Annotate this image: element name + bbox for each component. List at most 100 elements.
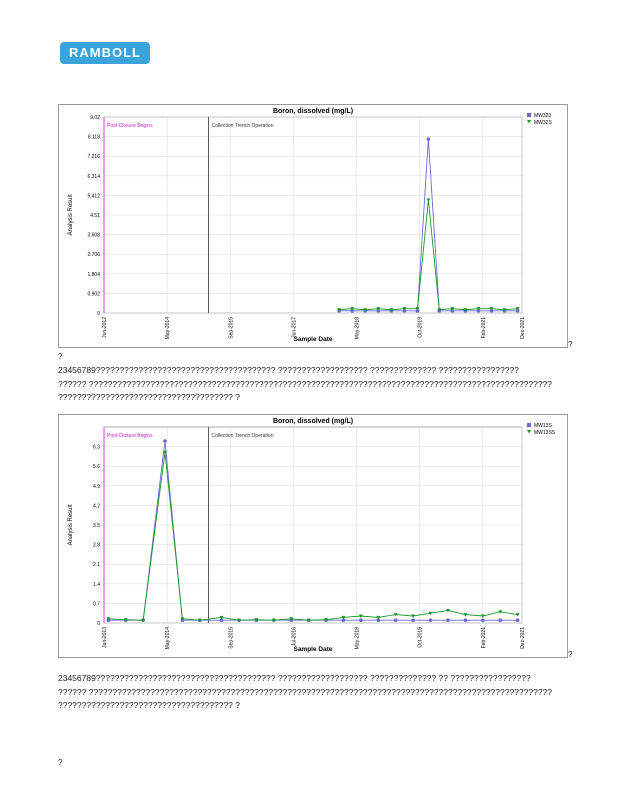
- data-point: [445, 608, 450, 613]
- data-point: [393, 613, 398, 617]
- data-point: [415, 309, 420, 313]
- data-point: [341, 618, 346, 622]
- y-axis-label: Analysis Result: [68, 194, 74, 235]
- y-tick-label: 9.02: [90, 115, 100, 121]
- data-point: [463, 613, 468, 617]
- mark: ?: [568, 340, 573, 349]
- x-tick-label: Dec-2021: [520, 317, 526, 339]
- x-tick-label: Feb-2021: [481, 627, 487, 649]
- y-tick-label: 3.5: [93, 523, 100, 529]
- y-tick-label: 0.902: [87, 291, 100, 297]
- x-tick-label: Feb-2021: [481, 317, 487, 339]
- y-tick-label: 2.706: [87, 252, 100, 258]
- mark: ?: [58, 758, 63, 767]
- x-tick-label: Jun-2012: [102, 317, 108, 338]
- data-point: [411, 618, 415, 622]
- chart-title: Boron, dissolved (mg/L): [273, 418, 353, 425]
- text-line: 23456789????????????????????????????????…: [58, 673, 531, 683]
- data-point: [219, 615, 224, 620]
- y-tick-label: 2.8: [93, 543, 100, 549]
- chart-frame: Boron, dissolved (mg/L) Analysis Result Sa…: [58, 104, 568, 348]
- text-line: ????????????????????????????????????? ?: [58, 700, 240, 710]
- chart-title: Boron, dissolved (mg/L): [273, 108, 353, 115]
- y-tick-label: 5.412: [87, 193, 100, 199]
- data-point: [489, 309, 494, 313]
- paragraph: 23456789????????????????????????????????…: [58, 672, 573, 713]
- data-point: [141, 618, 146, 623]
- y-tick-label: 5.6: [93, 464, 100, 470]
- data-point: [254, 618, 259, 622]
- y-tick-label: 4.51: [90, 213, 100, 219]
- data-point: [376, 307, 381, 311]
- data-point: [306, 618, 311, 623]
- data-point: [163, 439, 167, 443]
- legend-swatch: [527, 120, 531, 124]
- chart: Boron, dissolved (mg/L) Analysis Result Sa…: [68, 418, 556, 653]
- y-tick-label: 6.314: [87, 174, 100, 180]
- data-point: [498, 618, 503, 622]
- y-tick-label: 7.216: [87, 154, 100, 160]
- data-point: [426, 137, 431, 141]
- data-point: [515, 613, 520, 617]
- x-tick-label: May-2018: [355, 627, 361, 649]
- data-point: [123, 618, 128, 622]
- legend-label: MW320: [534, 113, 551, 119]
- data-point: [489, 307, 494, 311]
- y-tick-label: 8.118: [88, 135, 100, 141]
- y-tick-label: 1.804: [87, 272, 100, 278]
- mark: ?: [568, 650, 573, 659]
- mark: ?: [58, 352, 63, 361]
- legend-label: MW13SS: [534, 430, 556, 436]
- data-point: [106, 617, 111, 621]
- chart-frame: Boron, dissolved (mg/L) Analysis Result Sa…: [58, 414, 568, 658]
- paragraph: 23456789????????????????????????????????…: [58, 364, 573, 405]
- data-point: [376, 618, 381, 622]
- logo: RAMBOLL: [60, 42, 150, 64]
- data-point: [476, 309, 481, 313]
- y-tick-label: 0.7: [93, 601, 100, 607]
- event-label: Collection Trench Operation: [212, 433, 274, 439]
- y-tick-label: 4.2: [93, 503, 100, 509]
- data-point: [450, 307, 455, 311]
- data-point: [162, 450, 167, 455]
- data-point: [359, 618, 363, 622]
- legend-label: MW13S: [534, 423, 552, 429]
- data-point: [376, 615, 381, 620]
- data-point: [476, 307, 481, 311]
- data-point: [502, 308, 507, 312]
- data-point: [515, 309, 520, 313]
- chart: Boron, dissolved (mg/L) Analysis Result Sa…: [68, 108, 552, 343]
- x-tick-label: Jun-2017: [291, 317, 297, 338]
- legend-swatch: [527, 423, 531, 427]
- y-tick-label: 2.1: [93, 562, 100, 568]
- event-label: Collection Trench Operation: [212, 123, 274, 129]
- data-point: [180, 617, 185, 621]
- x-tick-label: May-2018: [355, 317, 361, 339]
- legend-swatch: [527, 113, 531, 117]
- data-point: [402, 309, 407, 313]
- data-point: [337, 308, 342, 312]
- data-point: [426, 198, 431, 203]
- y-axis-label: Analysis Result: [68, 504, 74, 545]
- data-point: [402, 307, 407, 311]
- data-point: [389, 308, 394, 312]
- y-tick-label: 0: [97, 621, 100, 627]
- data-point: [411, 614, 416, 618]
- data-point: [393, 618, 398, 622]
- data-point: [341, 615, 346, 620]
- data-point: [463, 618, 468, 622]
- x-tick-label: Jun-2013: [102, 627, 108, 648]
- data-point: [498, 610, 503, 614]
- data-point: [515, 618, 520, 622]
- data-point: [450, 309, 455, 313]
- data-point: [324, 618, 329, 622]
- x-tick-label: Jul-2016: [291, 627, 297, 646]
- x-tick-label: Oct-2019: [418, 317, 424, 338]
- data-point: [480, 614, 485, 618]
- event-label: Post-Closure Begins: [107, 433, 153, 439]
- text-line: ?????? ?????????????????????????????????…: [58, 378, 553, 389]
- text-line: ?????? ?????????????????????????????????…: [58, 686, 553, 697]
- data-point: [428, 611, 433, 616]
- data-point: [481, 618, 485, 622]
